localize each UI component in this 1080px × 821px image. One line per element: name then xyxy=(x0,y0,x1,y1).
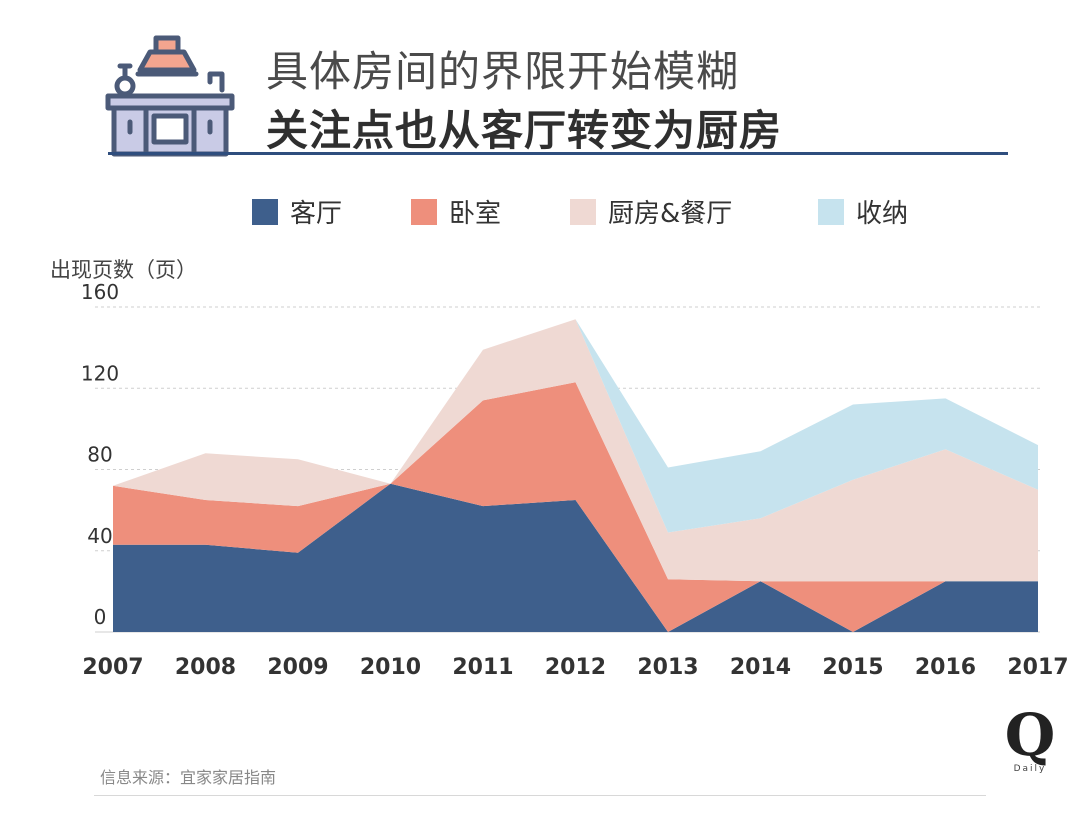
legend-item-kitchen-dining: 厨房&餐厅 xyxy=(570,193,732,230)
x-tick-label: 2013 xyxy=(637,655,698,680)
area-series xyxy=(113,319,1038,632)
area-series-收纳 xyxy=(113,319,1038,533)
y-tick-label: 120 xyxy=(81,361,119,385)
source-note: 信息来源：宜家家居指南 xyxy=(100,768,277,787)
y-tick-label: 0 xyxy=(94,605,107,629)
y-tick-label: 160 xyxy=(81,280,119,304)
area-series-厨房&餐厅 xyxy=(113,319,1038,582)
chart-title: 具体房间的界限开始模糊 xyxy=(266,47,740,96)
chart-subtitle: 关注点也从客厅转变为厨房 xyxy=(266,106,783,155)
x-axis-ticks: 2007 2008 2009 2010 2011 2012 2013 2014 2015 2016… xyxy=(82,655,1068,680)
legend-swatch xyxy=(411,198,437,225)
kitchen-icon xyxy=(105,35,235,157)
qdaily-logo: Q Daily xyxy=(1000,706,1060,774)
area-series-卧室 xyxy=(113,382,1038,632)
x-tick-label: 2017 xyxy=(1007,655,1068,680)
legend-swatch xyxy=(818,198,844,225)
legend-swatch xyxy=(252,198,278,225)
title-divider xyxy=(108,152,1008,155)
legend-item-storage: 收纳 xyxy=(818,193,908,230)
y-tick-label: 80 xyxy=(87,443,112,467)
x-tick-label: 2016 xyxy=(915,655,976,680)
legend-item-bedroom: 卧室 xyxy=(411,193,501,230)
x-tick-label: 2007 xyxy=(82,655,143,680)
y-axis-label: 出现页数（页） xyxy=(50,258,197,282)
x-tick-label: 2009 xyxy=(267,655,328,680)
legend-label: 收纳 xyxy=(856,199,909,229)
x-tick-label: 2010 xyxy=(360,655,421,680)
legend-swatch xyxy=(570,198,596,225)
area-series-客厅 xyxy=(113,483,1038,632)
legend-item-living-room: 客厅 xyxy=(252,193,342,230)
legend-label: 客厅 xyxy=(290,199,343,229)
logo-subtext: Daily xyxy=(1013,764,1047,774)
y-axis-ticks: 0 40 80 120 160 xyxy=(81,280,119,629)
x-tick-label: 2008 xyxy=(175,655,236,680)
logo-letter: Q xyxy=(1004,701,1056,769)
footer-divider xyxy=(94,795,986,796)
x-tick-label: 2014 xyxy=(730,655,791,680)
x-tick-label: 2011 xyxy=(452,655,513,680)
y-tick-label: 40 xyxy=(87,524,112,548)
x-tick-label: 2012 xyxy=(545,655,606,680)
legend-label: 卧室 xyxy=(449,199,502,229)
x-tick-label: 2015 xyxy=(822,655,883,680)
legend-label: 厨房&餐厅 xyxy=(608,199,733,229)
